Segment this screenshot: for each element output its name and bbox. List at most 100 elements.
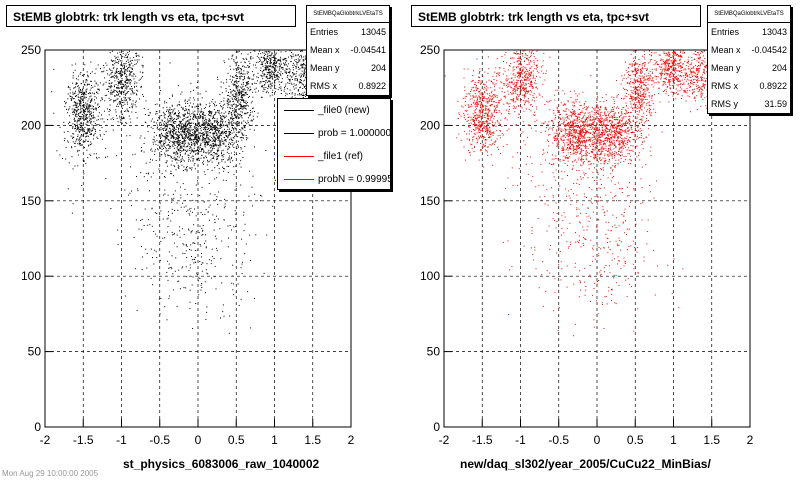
scatter-point [171,141,173,143]
scatter-point [230,92,232,94]
scatter-point [475,101,477,103]
scatter-point [137,55,139,57]
scatter-point [232,83,234,85]
scatter-point [233,81,235,83]
scatter-point [259,50,261,52]
scatter-point [198,122,200,124]
scatter-point [265,150,267,151]
scatter-point [199,159,200,161]
scatter-point [253,75,255,77]
scatter-point [241,133,243,135]
scatter-point [215,135,217,136]
scatter-point [85,133,87,135]
scatter-point [291,83,293,85]
scatter-point [222,179,224,181]
scatter-point [134,81,136,83]
scatter-point [144,114,146,116]
scatter-point [499,67,501,69]
scatter-point [127,79,129,81]
scatter-point [477,127,479,129]
scatter-point [246,84,248,86]
scatter-point [228,120,230,122]
scatter-point [503,84,505,86]
scatter-point [250,56,252,58]
scatter-point [195,136,197,138]
scatter-point [247,96,249,98]
legend-label: probN = 0.999953 [318,174,391,185]
scatter-point [175,141,177,143]
scatter-point [476,90,478,91]
scatter-point [218,172,220,174]
scatter-point [505,79,507,81]
scatter-point [203,128,204,130]
scatter-point [505,52,507,53]
scatter-point [234,189,236,191]
scatter-point [125,75,127,77]
scatter-point [72,105,74,107]
scatter-point [230,68,232,70]
scatter-point [194,143,196,145]
scatter-point [225,132,227,134]
scatter-point [537,88,539,90]
scatter-point [130,60,132,62]
scatter-point [168,144,170,146]
scatter-point [142,66,144,68]
scatter-point [135,219,137,221]
scatter-point [84,132,86,134]
scatter-point [490,131,492,133]
scatter-point [156,122,158,124]
scatter-point [172,135,173,137]
scatter-point [126,99,128,101]
scatter-point [289,80,291,82]
scatter-point [97,84,99,86]
scatter-point [112,64,114,66]
scatter-point [242,94,244,96]
scatter-point [238,91,240,93]
scatter-point [472,119,474,121]
scatter-point [118,61,120,63]
scatter-point [480,150,482,152]
scatter-point [97,103,99,105]
scatter-point [235,84,237,86]
scatter-point [75,127,76,129]
scatter-point [484,145,486,147]
scatter-point [207,153,209,155]
scatter-point [130,121,132,123]
scatter-point [480,126,482,128]
scatter-point [173,118,175,120]
scatter-point [85,136,87,138]
scatter-point [216,247,218,249]
scatter-point [110,59,112,61]
scatter-point [170,170,172,172]
scatter-point [129,60,131,62]
scatter-point [81,134,83,135]
scatter-point [293,55,295,57]
scatter-point [96,158,98,160]
scatter-point [200,245,202,247]
scatter-point [230,131,231,133]
scatter-point [248,95,250,97]
scatter-point [260,194,261,196]
scatter-point [78,128,80,130]
scatter-point [178,150,180,152]
scatter-point [233,76,235,78]
scatter-point [184,134,186,136]
scatter-point [177,128,179,130]
scatter-point [135,100,137,102]
scatter-point [185,205,187,207]
scatter-point [75,130,77,132]
scatter-point [96,136,98,138]
scatter-point [72,72,74,74]
scatter-point [137,190,139,192]
scatter-point [247,105,249,107]
scatter-point [216,165,218,167]
stats-value: 13045 [360,27,386,37]
scatter-point [207,169,209,170]
scatter-point [118,82,120,84]
scatter-point [479,135,481,137]
scatter-point [215,288,217,290]
scatter-point [168,148,170,150]
scatter-point [152,141,154,143]
scatter-point [94,85,96,87]
